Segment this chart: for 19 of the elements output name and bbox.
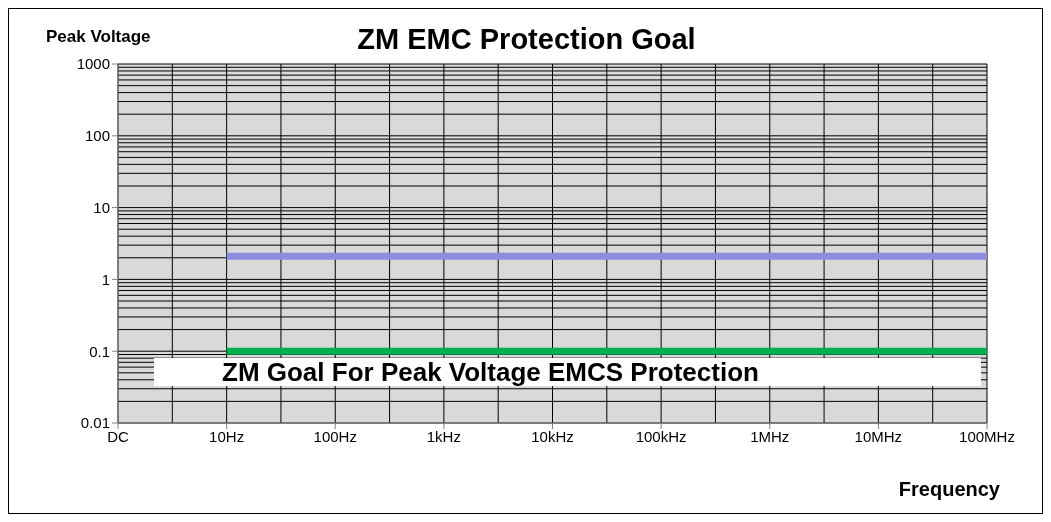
x-tick-label: 10MHz bbox=[854, 427, 903, 445]
x-tick-label: DC bbox=[107, 427, 129, 445]
y-tick-label: 0.1 bbox=[89, 342, 110, 360]
x-tick-label: 1kHz bbox=[426, 427, 461, 445]
x-tick-label: 100kHz bbox=[635, 427, 687, 445]
x-axis-title: Frequency bbox=[898, 478, 1000, 501]
x-tick-label: 10kHz bbox=[531, 427, 574, 445]
y-tick-label: 100 bbox=[84, 127, 110, 145]
y-axis-title: Peak Voltage bbox=[46, 27, 151, 47]
y-tick-label: 0.01 bbox=[80, 414, 110, 432]
x-tick-label: 100MHz bbox=[959, 427, 1015, 445]
y-tick-label: 10 bbox=[93, 198, 110, 216]
x-tick-label: 10Hz bbox=[209, 427, 245, 445]
x-tick-label: 1MHz bbox=[750, 427, 790, 445]
annotation: ZM Goal For Peak Voltage EMCS Protection bbox=[222, 356, 759, 387]
y-tick-label: 1000 bbox=[76, 55, 110, 73]
x-tick-label: 100Hz bbox=[313, 427, 357, 445]
chart-title: ZM EMC Protection Goal bbox=[357, 23, 696, 55]
y-tick-label: 1 bbox=[101, 270, 110, 288]
